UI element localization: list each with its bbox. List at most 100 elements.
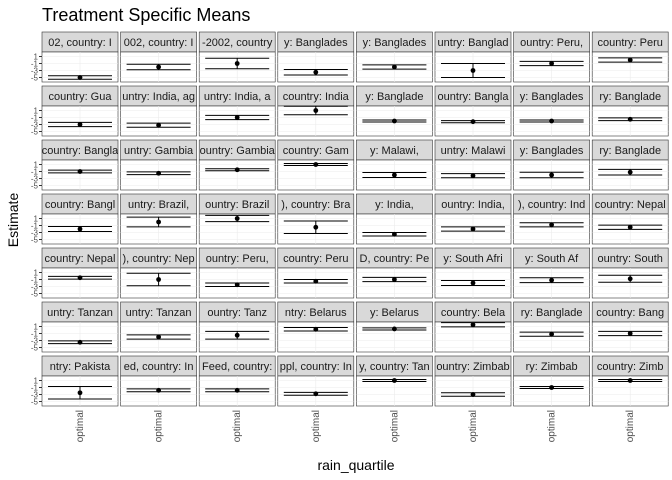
estimate-point <box>470 226 476 232</box>
estimate-point <box>77 390 83 396</box>
y-tick-label: -5 <box>31 290 39 299</box>
strip-label: y: Banglade <box>365 91 423 103</box>
strip-label: ), country: Ind <box>518 199 585 211</box>
estimate-point <box>392 277 397 282</box>
estimate-point <box>234 282 240 288</box>
strip-label: y: India, <box>375 199 414 211</box>
estimate-point <box>234 167 240 173</box>
estimate-point <box>77 75 83 80</box>
chart-title: Treatment Specific Means <box>42 5 250 25</box>
y-tick-label: 1 <box>34 269 39 278</box>
strip-label: ry: Banglade <box>599 91 661 103</box>
x-tick-label: optimal <box>625 410 636 442</box>
estimate-point <box>313 326 319 332</box>
strip-label: untry: Brazil, <box>128 199 189 211</box>
strip-label: country: Bela <box>441 307 506 319</box>
estimate-point <box>77 122 83 127</box>
estimate-point <box>156 219 162 225</box>
y-tick-label: -1 <box>31 60 39 69</box>
strip-label: y: Banglades <box>284 37 348 49</box>
y-tick-label: -3 <box>31 229 39 238</box>
estimate-point <box>392 64 397 70</box>
x-tick-label: optimal <box>154 410 165 442</box>
strip-label: ), country: Bra <box>281 199 351 211</box>
strip-label: untry: Banglad <box>438 37 509 49</box>
strip-label: ntry: Belarus <box>285 307 347 319</box>
strip-label: ountry: Brazil <box>205 199 269 211</box>
estimate-point <box>234 61 240 66</box>
strip-label: untry: Tanzan <box>47 307 113 319</box>
estimate-point <box>77 169 83 174</box>
strip-label: country: Nepal <box>595 199 666 211</box>
strip-label: y: Banglades <box>363 37 427 49</box>
strip-label: y: South Afri <box>443 253 502 265</box>
strip-label: ppl, country: In <box>280 361 352 373</box>
strip-label: ry: Banglade <box>599 145 661 157</box>
y-tick-label: -1 <box>31 276 39 285</box>
strip-label: untry: India, ag <box>122 91 195 103</box>
strip-label: ountry: Peru, <box>520 37 583 49</box>
strip-label: ountry: South <box>597 253 662 265</box>
estimate-point <box>549 277 554 283</box>
x-tick-label: optimal <box>547 410 558 442</box>
y-tick-label: -5 <box>31 182 39 191</box>
x-tick-label: optimal <box>75 410 86 442</box>
y-tick-label: -5 <box>31 398 39 407</box>
estimate-point <box>549 222 554 228</box>
estimate-point <box>392 231 397 237</box>
strip-label: country: Bangla <box>42 145 119 157</box>
estimate-point <box>234 115 240 120</box>
estimate-point <box>549 61 554 66</box>
estimate-point <box>156 170 162 176</box>
strip-label: country: India <box>283 91 350 103</box>
estimate-point <box>627 331 633 336</box>
y-tick-label: -5 <box>31 74 39 83</box>
estimate-point <box>313 162 319 167</box>
strip-label: ed, country: In <box>124 361 194 373</box>
strip-label: country: Peru <box>283 253 348 265</box>
estimate-point <box>77 339 83 345</box>
y-axis-label: Estimate <box>5 193 21 248</box>
strip-label: untry: India, a <box>204 91 272 103</box>
estimate-point <box>156 64 162 70</box>
y-tick-label: 1 <box>34 53 39 62</box>
strip-label: country: Gua <box>49 91 113 103</box>
estimate-point <box>549 385 554 390</box>
y-tick-label: 1 <box>34 107 39 116</box>
strip-label: y: South Af <box>525 253 579 265</box>
y-tick-label: -3 <box>31 67 39 76</box>
estimate-point <box>392 118 397 124</box>
strip-label: ountry: Bangla <box>438 91 510 103</box>
x-tick-label: optimal <box>232 410 243 442</box>
strip-label: 002, country: I <box>124 37 194 49</box>
strip-label: y: Malawi, <box>370 145 419 157</box>
y-tick-label: -5 <box>31 236 39 245</box>
estimate-point <box>234 387 240 393</box>
x-tick-label: optimal <box>468 410 479 442</box>
x-tick-label: optimal <box>389 410 400 442</box>
strip-label: untry: Malawi <box>441 145 506 157</box>
strip-label: ntry: Pakista <box>50 361 111 373</box>
y-tick-label: -1 <box>31 222 39 231</box>
y-tick-label: -5 <box>31 128 39 137</box>
y-tick-label: -3 <box>31 283 39 292</box>
strip-label: ry: Zimbab <box>526 361 578 373</box>
strip-label: -2002, country <box>202 37 273 49</box>
x-tick-label: optimal <box>311 410 322 442</box>
estimate-point <box>234 332 240 338</box>
y-tick-label: -1 <box>31 384 39 393</box>
strip-label: ), country: Nep <box>123 253 195 265</box>
strip-label: ountry: Tanz <box>207 307 267 319</box>
strip-label: country: Bangl <box>45 199 115 211</box>
strip-label: ountry: Gambia <box>200 145 276 157</box>
estimate-point <box>313 278 319 284</box>
estimate-point <box>77 226 83 232</box>
estimate-point <box>470 280 476 286</box>
estimate-point <box>156 334 162 340</box>
estimate-point <box>392 326 397 332</box>
x-axis-label: rain_quartile <box>317 457 394 473</box>
y-tick-label: 1 <box>34 161 39 170</box>
strip-label: country: Zimb <box>597 361 664 373</box>
estimate-point <box>313 69 319 75</box>
